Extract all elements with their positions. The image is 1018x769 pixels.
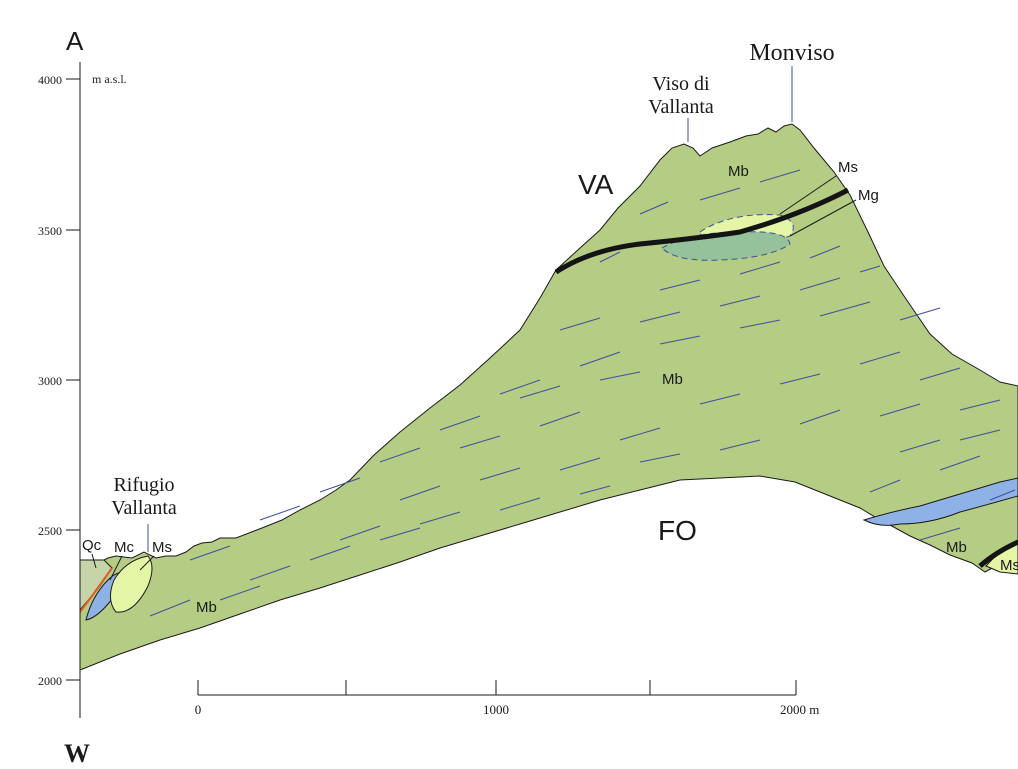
fault-left — [79, 567, 113, 613]
thrust-fault-right — [978, 539, 1018, 568]
horizontal-scale-bar — [197, 680, 797, 696]
orientation-letter: W — [64, 739, 90, 768]
unit-label-fo: FO — [658, 515, 697, 546]
unit-label-mb-upper: Mb — [728, 163, 749, 180]
y-tick-3500: 3500 — [38, 224, 62, 238]
mg-upper-leader — [789, 199, 857, 237]
unit-label-va: VA — [578, 169, 614, 200]
unit-label-mb-right: Mb — [946, 539, 967, 556]
monviso-label: Monviso — [749, 40, 834, 66]
y-tick-3000: 3000 — [38, 374, 62, 388]
scale-tick-2000: 2000 m — [780, 702, 819, 717]
ms-upper-leader — [779, 175, 837, 215]
viso-label-line1: Viso di — [652, 73, 710, 95]
mc-leader — [109, 555, 123, 581]
ms-left-leader — [139, 555, 155, 571]
unit-label-ms-right: Ms — [1000, 557, 1018, 574]
qc-leader — [91, 553, 97, 569]
unit-label-mb-left: Mb — [196, 599, 217, 616]
rifugio-label-line2: Vallanta — [111, 497, 177, 519]
unit-label-mb-mid: Mb — [662, 371, 683, 388]
rifugio-label-line1: Rifugio — [113, 474, 174, 496]
serpentinite-left — [110, 555, 153, 613]
vertical-axis — [66, 62, 81, 718]
unit-label-qc: Qc — [82, 537, 102, 554]
y-tick-2000: 2000 — [38, 674, 62, 688]
viso-label-line2: Vallanta — [648, 96, 714, 118]
calcschist-right — [862, 477, 1018, 526]
y-tick-4000: 4000 — [38, 73, 62, 87]
metabasite-body — [79, 123, 1018, 671]
y-tick-2500: 2500 — [38, 524, 62, 538]
unit-label-mc: Mc — [114, 539, 134, 556]
foliation-traces — [149, 169, 1016, 617]
scale-tick-1000: 1000 — [483, 702, 509, 717]
y-axis-unit: m a.s.l. — [92, 72, 127, 86]
scale-tick-0: 0 — [195, 702, 202, 717]
unit-label-mg-upper: Mg — [858, 187, 879, 204]
unit-label-ms-upper: Ms — [838, 159, 858, 176]
unit-label-ms-left: Ms — [152, 539, 172, 556]
thrust-fault-upper — [554, 187, 850, 275]
section-end-letter: A — [66, 26, 84, 56]
